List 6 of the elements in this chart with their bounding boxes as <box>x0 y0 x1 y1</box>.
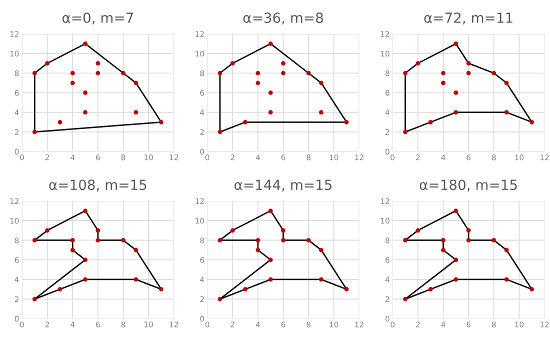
chart-title: α=108, m=15 <box>49 180 146 192</box>
chart-title: α=144, m=15 <box>234 180 332 192</box>
chart-title: α=36, m=8 <box>243 12 323 24</box>
chart-title: α=0, m=7 <box>62 12 133 24</box>
chart-title: α=180, m=15 <box>420 180 517 192</box>
chart-title: α=72, m=11 <box>424 12 512 24</box>
